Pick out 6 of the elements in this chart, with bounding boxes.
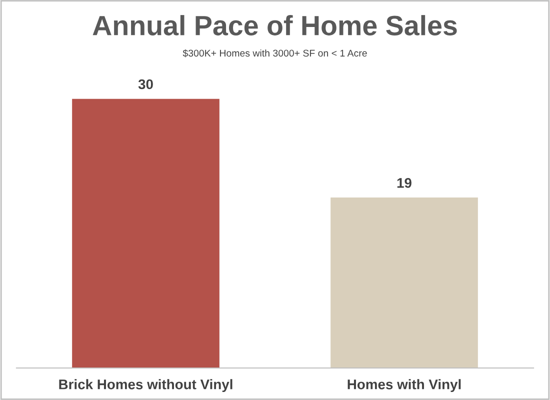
data-label: 19 — [397, 178, 412, 188]
x-tick-label: Homes with Vinyl — [348, 379, 461, 392]
x-tick-label: Brick Homes without Vinyl — [59, 379, 232, 392]
data-label: 30 — [138, 79, 153, 90]
chart-title: Annual Pace of Home Sales — [92, 15, 457, 36]
chart-subtitle: $300K+ Homes with 3000+ SF on < 1 Acre — [182, 49, 367, 58]
